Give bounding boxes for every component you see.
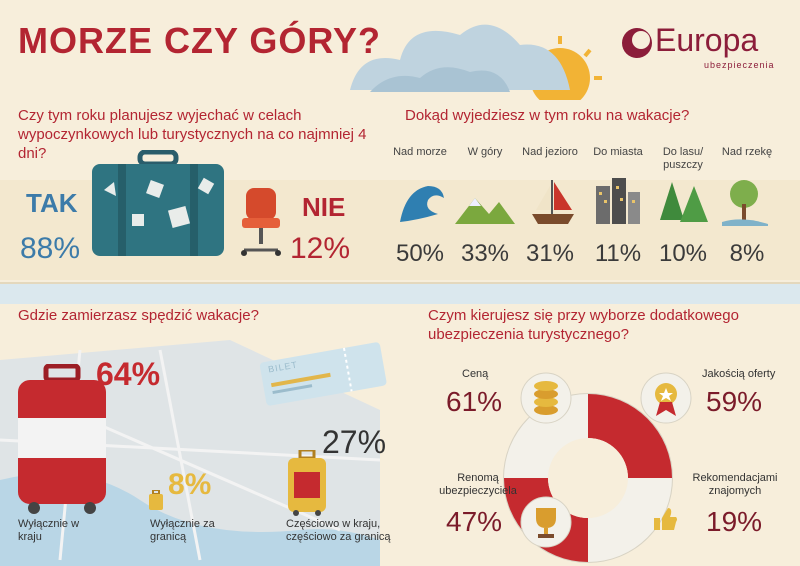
trophy-icon (520, 496, 572, 548)
q4-label: Rekomendacjami znajomych (692, 472, 778, 497)
yes-label: TAK (26, 188, 78, 218)
coins-icon (520, 372, 572, 424)
q3-question: Gdzie zamierzasz spędzić wakacje? (18, 307, 259, 324)
cloud-icon (350, 24, 570, 90)
no-label: NIE (302, 192, 346, 222)
sailboat-icon (532, 180, 574, 224)
logo-brand: Europa (655, 22, 759, 58)
q4-pct: 47% (446, 506, 503, 537)
sky-decoration (350, 24, 602, 100)
tree-river-icon (722, 180, 768, 226)
dest-pct: 8% (729, 240, 765, 267)
q3-label: Wyłącznie za granicą (150, 518, 215, 543)
ticket-icon (259, 342, 387, 406)
dest-label: Nad jezioro (522, 146, 578, 158)
large-suitcase-icon (18, 364, 106, 514)
q3-label: Częściowo w kraju, częściowo za granicą (286, 518, 391, 543)
dest-label: Do miasta (593, 146, 643, 158)
q3-pct: 8% (168, 468, 212, 501)
q4-pct: 61% (446, 386, 503, 417)
dest-pct: 10% (658, 240, 708, 267)
medium-suitcase-icon (288, 450, 326, 516)
q4-label: Ceną (462, 368, 489, 380)
q3-label: Wyłącznie w kraju (18, 518, 80, 543)
yes-pct: 88% (20, 232, 81, 265)
mountain-icon (455, 198, 515, 224)
q3-pct: 64% (96, 356, 161, 392)
dest-pct: 11% (594, 240, 642, 267)
medal-icon (640, 372, 692, 424)
divider (0, 282, 800, 284)
city-icon (596, 178, 640, 224)
chair-icon (241, 188, 281, 256)
small-suitcase-icon (149, 490, 163, 510)
thumbs-up-icon (654, 508, 677, 530)
q4-pct: 19% (706, 506, 763, 537)
q4-pct: 59% (706, 386, 763, 417)
dest-label: W góry (467, 146, 503, 158)
wave-icon (400, 186, 444, 222)
q3-pct: 27% (322, 424, 387, 460)
q1-question: Czy tym roku planujesz wyjechać w celach… (18, 107, 367, 162)
dest-label: Nad rzekę (721, 146, 773, 158)
dest-label: Do lasu/ puszczy (662, 146, 704, 171)
sky-band (0, 284, 800, 304)
logo-tagline: ubezpieczenia (704, 60, 775, 70)
logo-icon (622, 28, 652, 58)
page-title: MORZE CZY GÓRY? (18, 20, 382, 61)
q4-label: Jakością oferty (702, 368, 776, 380)
q4-label: Renomą ubezpieczyciela (439, 472, 517, 497)
q2-question: Dokąd wyjedziesz w tym roku na wakacje? (405, 107, 690, 124)
forest-icon (660, 182, 708, 222)
dest-pct: 31% (525, 240, 575, 267)
suitcase-icon (92, 150, 224, 256)
dest-label: Nad morze (393, 146, 447, 158)
no-pct: 12% (290, 232, 351, 265)
q4-question: Czym kierujesz się przy wyborze dodatkow… (428, 307, 739, 343)
dest-pct: 50% (395, 240, 445, 267)
dest-pct: 33% (460, 240, 510, 267)
